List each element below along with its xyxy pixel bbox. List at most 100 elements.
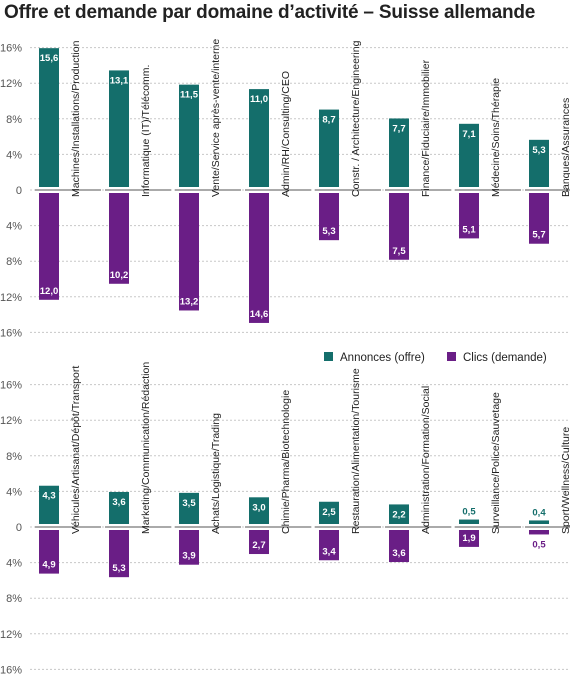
demand-value-label: 2,7 [252, 540, 265, 551]
supply-bar [109, 70, 129, 187]
category-label: Sport/Wellness/Culture [560, 427, 570, 534]
supply-value-label: 0,5 [462, 507, 476, 518]
supply-value-label: 3,5 [182, 498, 196, 509]
y-tick-label: 4% [6, 149, 22, 161]
y-tick-label: 12% [0, 629, 22, 641]
demand-bar [39, 193, 59, 300]
category-label: Chimie/Pharma/Biotechnologie [280, 390, 292, 534]
supply-value-label: 2,2 [392, 509, 405, 520]
demand-value-label: 10,2 [110, 270, 129, 281]
y-tick-label: 4% [6, 558, 22, 570]
category-label: Achats/Logistique/Trading [210, 413, 222, 534]
demand-value-label: 0,5 [532, 539, 546, 550]
supply-bar [39, 485, 59, 524]
y-tick-label: 4% [6, 221, 22, 233]
category-label: Surveillance/Police/Sauvetage [490, 392, 502, 534]
supply-bar [529, 139, 549, 187]
chart-title: Offre et demande par domaine d’activité … [4, 2, 536, 23]
category-label: Médecine/Soins/Thérapie [490, 78, 502, 197]
supply-value-label: 5,3 [532, 145, 545, 156]
y-tick-label: 8% [6, 593, 22, 605]
legend-label-demand: Clics (demande) [463, 352, 547, 364]
supply-value-label: 11,5 [180, 90, 199, 101]
legend-label-supply: Annonces (offre) [340, 352, 425, 364]
y-tick-label: 8% [6, 114, 22, 126]
demand-bar [389, 530, 409, 563]
category-label: Constr. / Architecture/Engineering [350, 40, 362, 197]
category-label: Finance/Fiduciaire/Immobilier [420, 59, 432, 197]
supply-value-label: 15,6 [40, 53, 59, 64]
supply-value-label: 4,3 [42, 491, 55, 502]
demand-bar [109, 193, 129, 284]
demand-bar [529, 530, 549, 535]
demand-value-label: 5,1 [462, 224, 476, 235]
demand-value-label: 3,9 [182, 551, 195, 562]
supply-bar [109, 491, 129, 524]
category-label: Machines/Installations/Production [70, 40, 82, 197]
demand-value-label: 14,6 [250, 309, 269, 320]
demand-bar [389, 193, 409, 260]
y-tick-label: 12% [0, 415, 22, 427]
supply-bar [389, 504, 409, 524]
supply-bar [39, 48, 59, 187]
demand-bar [39, 530, 59, 574]
demand-bar [249, 530, 269, 555]
demand-value-label: 13,2 [180, 296, 199, 307]
category-label: Informatique (IT)/Télécomm. [140, 65, 152, 197]
supply-bar [529, 520, 549, 524]
category-label: Banques/Assurances [560, 98, 570, 197]
supply-value-label: 13,1 [110, 75, 129, 86]
y-tick-label: 8% [6, 256, 22, 268]
supply-bar [249, 497, 269, 524]
demand-bar [179, 193, 199, 311]
category-label: Restauration/Alimentation/Tourisme [350, 368, 362, 534]
supply-value-label: 11,0 [250, 94, 268, 105]
supply-value-label: 3,6 [112, 497, 125, 508]
demand-value-label: 5,3 [322, 226, 335, 237]
y-tick-label: 8% [6, 451, 22, 463]
y-tick-label: 4% [6, 486, 22, 498]
demand-value-label: 3,4 [322, 546, 336, 557]
demand-value-label: 1,9 [462, 533, 475, 544]
y-tick-label: 12% [0, 78, 22, 90]
legend-swatch-supply [324, 352, 333, 361]
supply-bar [179, 492, 199, 524]
supply-bar [249, 89, 269, 187]
category-label: Marketing/Communication/Rédaction [140, 362, 152, 534]
supply-bar [179, 84, 199, 187]
category-label: Véhicules/Artisanat/Dépôt/Transport [70, 366, 82, 534]
y-tick-label: 12% [0, 292, 22, 304]
y-tick-label: 16% [0, 664, 22, 676]
demand-value-label: 3,6 [392, 548, 405, 559]
supply-value-label: 7,7 [392, 123, 405, 134]
y-tick-label: 0 [16, 185, 22, 197]
supply-bar [389, 118, 409, 187]
category-label: Administration/Formation/Social [420, 386, 432, 534]
demand-value-label: 12,0 [40, 286, 59, 297]
supply-value-label: 3,0 [252, 502, 265, 513]
legend-swatch-demand [447, 352, 456, 361]
y-tick-label: 0 [16, 522, 22, 534]
demand-bar [529, 193, 549, 244]
demand-value-label: 7,5 [392, 246, 406, 257]
demand-bar [319, 530, 339, 561]
demand-bar [459, 530, 479, 547]
demand-value-label: 5,7 [532, 230, 545, 241]
y-tick-label: 16% [0, 327, 22, 339]
supply-value-label: 0,4 [532, 507, 546, 518]
category-label: Vente/Service après-vente/interne [210, 39, 222, 197]
demand-bar [319, 193, 339, 241]
supply-bar [459, 123, 479, 187]
demand-bar [109, 530, 129, 578]
supply-bar [319, 501, 339, 524]
supply-bar [459, 519, 479, 524]
y-tick-label: 16% [0, 380, 22, 392]
supply-value-label: 8,7 [322, 115, 335, 126]
supply-value-label: 7,1 [462, 129, 476, 140]
y-tick-label: 16% [0, 43, 22, 55]
demand-value-label: 5,3 [112, 563, 125, 574]
demand-bar [179, 530, 199, 565]
demand-value-label: 4,9 [42, 560, 55, 571]
category-label: Admin/RH/Consulting/CEO [280, 71, 292, 197]
